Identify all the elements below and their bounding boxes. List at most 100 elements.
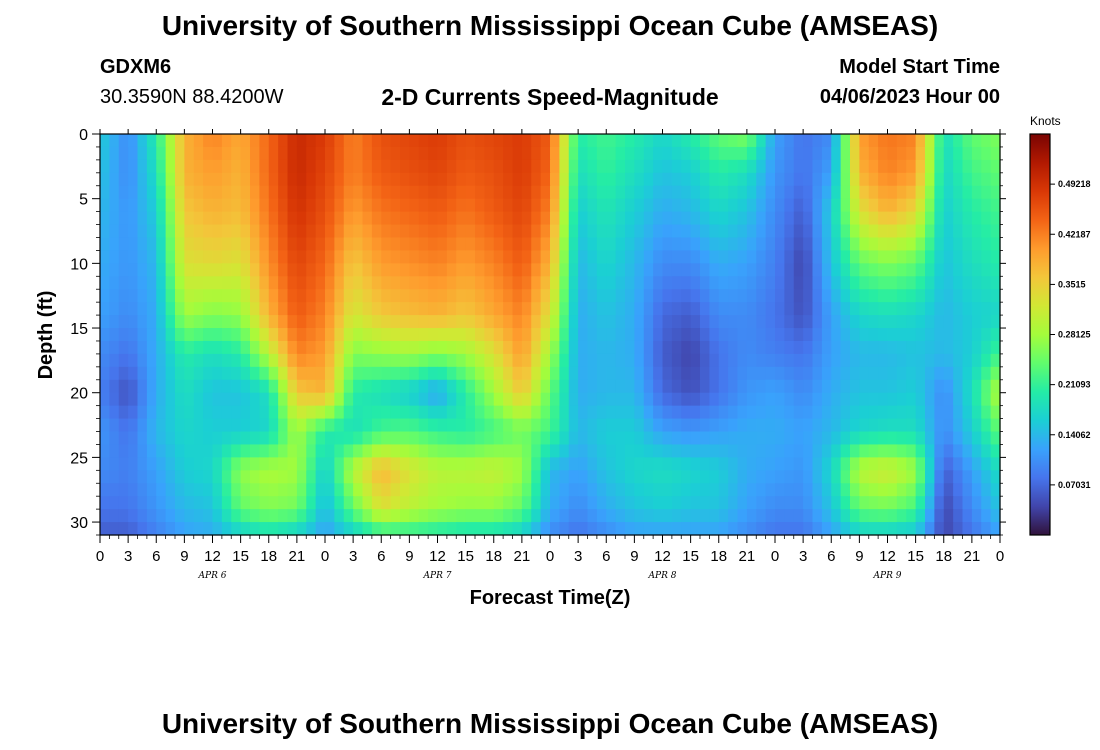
heatmap-cell bbox=[615, 340, 626, 355]
heatmap-cell bbox=[193, 379, 204, 394]
heatmap-cell bbox=[850, 405, 860, 420]
heatmap-cell bbox=[315, 392, 326, 407]
heatmap-cell bbox=[240, 159, 251, 174]
heatmap-cell bbox=[606, 172, 617, 187]
heatmap-cell bbox=[446, 470, 457, 484]
heatmap-cell bbox=[868, 185, 879, 200]
heatmap-cell bbox=[287, 237, 298, 252]
heatmap-cell bbox=[193, 353, 204, 368]
heatmap-cell bbox=[812, 444, 823, 458]
heatmap-cell bbox=[409, 379, 420, 394]
heatmap-cell bbox=[278, 250, 289, 264]
heatmap-cell bbox=[400, 302, 410, 316]
heatmap-cell bbox=[287, 289, 298, 303]
heatmap-cell bbox=[859, 522, 870, 536]
heatmap-cell bbox=[709, 211, 720, 226]
heatmap-cell bbox=[428, 444, 439, 458]
heatmap-cell bbox=[587, 134, 598, 148]
heatmap-cell bbox=[353, 418, 364, 433]
heatmap-cell bbox=[343, 392, 354, 407]
heatmap-cell bbox=[390, 418, 401, 433]
heatmap-cell bbox=[381, 159, 392, 174]
heatmap-cell bbox=[240, 431, 251, 446]
heatmap-cell bbox=[559, 496, 570, 510]
heatmap-cell bbox=[250, 353, 260, 368]
heatmap-cell bbox=[990, 172, 1001, 187]
heatmap-cell bbox=[953, 431, 964, 446]
heatmap-cell bbox=[446, 263, 457, 277]
heatmap-cell bbox=[343, 134, 354, 148]
x-tick-label: 21 bbox=[514, 548, 531, 565]
heatmap-cell bbox=[671, 146, 682, 161]
heatmap-cell bbox=[925, 302, 935, 316]
heatmap-cell bbox=[278, 224, 289, 239]
heatmap-cell bbox=[868, 470, 879, 484]
heatmap-cell bbox=[428, 496, 439, 510]
heatmap-cell bbox=[906, 353, 917, 368]
heatmap-cell bbox=[343, 366, 354, 381]
heatmap-cell bbox=[334, 483, 345, 497]
heatmap-cell bbox=[484, 146, 495, 161]
heatmap-cell bbox=[353, 198, 364, 213]
heatmap-cell bbox=[784, 483, 795, 497]
heatmap-cell bbox=[934, 237, 945, 252]
heatmap-cell bbox=[343, 250, 354, 264]
heatmap-cell bbox=[381, 302, 392, 316]
heatmap-cell bbox=[418, 302, 429, 316]
heatmap-cell bbox=[334, 302, 345, 316]
heatmap-cell bbox=[156, 522, 167, 536]
heatmap-cell bbox=[821, 405, 832, 420]
heatmap-cell bbox=[559, 198, 570, 213]
heatmap-cell bbox=[925, 483, 935, 497]
heatmap-cell bbox=[746, 146, 757, 161]
heatmap-cell bbox=[906, 276, 917, 290]
heatmap-cell bbox=[596, 185, 607, 200]
heatmap-cell bbox=[128, 457, 139, 471]
heatmap-cell bbox=[362, 418, 373, 433]
heatmap-cell bbox=[943, 457, 954, 471]
heatmap-cell bbox=[250, 340, 260, 355]
heatmap-cell bbox=[990, 134, 1001, 148]
heatmap-cell bbox=[784, 237, 795, 252]
heatmap-cell bbox=[765, 159, 776, 174]
heatmap-cell bbox=[512, 418, 523, 433]
heatmap-cell bbox=[296, 340, 307, 355]
heatmap-cell bbox=[803, 366, 814, 381]
heatmap-cell bbox=[681, 509, 692, 523]
heatmap-cell bbox=[765, 134, 776, 148]
heatmap-cell bbox=[193, 366, 204, 381]
heatmap-cell bbox=[718, 263, 729, 277]
heatmap-cell bbox=[296, 198, 307, 213]
heatmap-cell bbox=[887, 483, 898, 497]
heatmap-cell bbox=[193, 237, 204, 252]
heatmap-cell bbox=[221, 522, 232, 536]
heatmap-cell bbox=[634, 340, 645, 355]
heatmap-cell bbox=[606, 509, 617, 523]
heatmap-cell bbox=[718, 315, 729, 329]
heatmap-cell bbox=[212, 366, 223, 381]
heatmap-cell bbox=[156, 185, 167, 200]
heatmap-cell bbox=[540, 340, 551, 355]
heatmap-cell bbox=[615, 224, 626, 239]
heatmap-cell bbox=[184, 289, 195, 303]
heatmap-cell bbox=[521, 392, 532, 407]
heatmap-cell bbox=[793, 379, 804, 394]
heatmap-cell bbox=[156, 134, 167, 148]
heatmap-cell bbox=[971, 353, 982, 368]
heatmap-cell bbox=[100, 328, 110, 342]
heatmap-cell bbox=[821, 315, 832, 329]
heatmap-cell bbox=[428, 457, 439, 471]
heatmap-cell bbox=[925, 328, 935, 342]
heatmap-cell bbox=[362, 509, 373, 523]
heatmap-cell bbox=[109, 405, 120, 420]
heatmap-cell bbox=[503, 134, 514, 148]
heatmap-cell bbox=[831, 263, 842, 277]
heatmap-cell bbox=[212, 444, 223, 458]
heatmap-cell bbox=[953, 250, 964, 264]
heatmap-cell bbox=[343, 302, 354, 316]
heatmap-cell bbox=[475, 444, 485, 458]
heatmap-cell bbox=[587, 353, 598, 368]
heatmap-cell bbox=[362, 366, 373, 381]
heatmap-cell bbox=[484, 340, 495, 355]
heatmap-cell bbox=[906, 315, 917, 329]
